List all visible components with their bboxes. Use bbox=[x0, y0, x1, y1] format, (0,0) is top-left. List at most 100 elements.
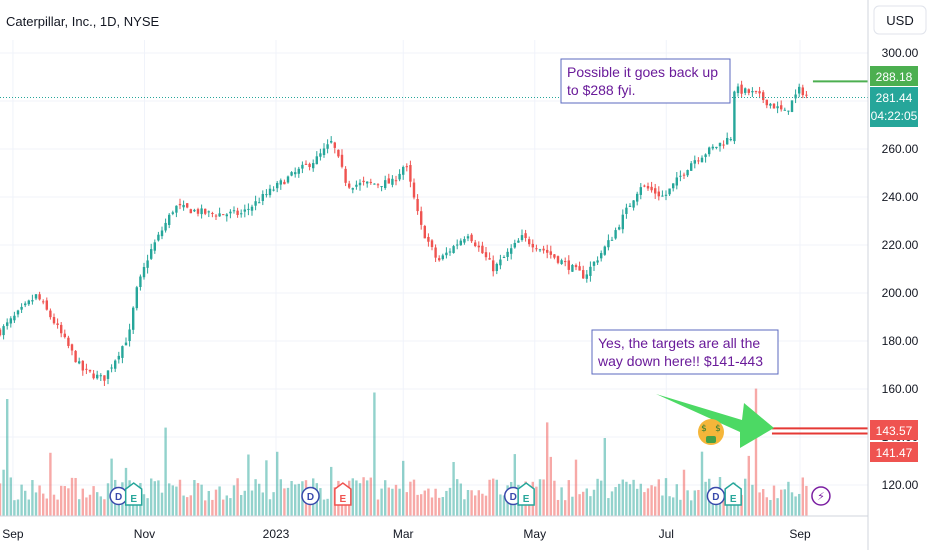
volume-bar bbox=[38, 485, 41, 516]
candle-body bbox=[603, 246, 606, 255]
candle-body bbox=[402, 166, 405, 175]
volume-bar bbox=[391, 488, 394, 516]
volume-bar bbox=[42, 493, 45, 516]
volume-bar bbox=[294, 484, 297, 516]
volume-bar bbox=[780, 489, 783, 516]
volume-bar bbox=[470, 490, 473, 516]
volume-bar bbox=[92, 486, 95, 516]
volume-bar bbox=[265, 460, 268, 516]
candle-body bbox=[132, 307, 135, 330]
volume-bar bbox=[657, 479, 660, 516]
volume-bar bbox=[193, 480, 196, 516]
volume-bar bbox=[477, 490, 480, 516]
candle-body bbox=[578, 266, 581, 271]
event-marker-earnings[interactable]: E bbox=[124, 482, 143, 506]
volume-bar bbox=[6, 399, 9, 516]
volume-bar bbox=[268, 499, 272, 516]
candle-body bbox=[697, 160, 700, 162]
candle-body bbox=[751, 91, 754, 93]
currency-button[interactable]: USD bbox=[873, 5, 927, 35]
volume-bar bbox=[646, 488, 650, 516]
candle-body bbox=[510, 248, 513, 254]
annotation-note[interactable]: Yes, the targets are all the way down her… bbox=[591, 329, 779, 375]
candle-body bbox=[621, 214, 624, 230]
candle-body bbox=[96, 374, 99, 379]
event-label: E bbox=[730, 494, 737, 505]
volume-bar bbox=[625, 481, 628, 516]
candle-body bbox=[794, 94, 797, 99]
candle-body bbox=[628, 205, 632, 207]
candle-body bbox=[67, 337, 70, 346]
volume-bar bbox=[222, 499, 225, 516]
candle-body bbox=[790, 100, 794, 112]
price-badge-bg bbox=[870, 66, 918, 86]
volume-bar bbox=[412, 479, 416, 516]
volume-bar bbox=[481, 493, 484, 516]
candle-body bbox=[654, 188, 657, 194]
candle-body bbox=[618, 227, 621, 230]
volume-bar bbox=[751, 484, 754, 516]
event-markers[interactable]: D E D E D E D E ⚡ bbox=[109, 482, 831, 506]
candle-body bbox=[362, 180, 365, 183]
event-marker-dividend[interactable]: D bbox=[706, 486, 726, 506]
volume-bar bbox=[0, 483, 2, 516]
candle-body bbox=[499, 259, 502, 266]
event-marker-dividend[interactable]: D bbox=[109, 486, 128, 506]
event-marker-earnings[interactable]: E bbox=[334, 482, 352, 506]
event-marker-dividend[interactable]: D bbox=[301, 486, 320, 506]
volume-bar bbox=[535, 486, 538, 516]
volume-bar bbox=[286, 487, 290, 516]
candle-body bbox=[322, 148, 326, 156]
volume-bar bbox=[60, 485, 63, 516]
candle-body bbox=[171, 212, 174, 214]
candle-body bbox=[268, 188, 272, 196]
candle-body bbox=[78, 361, 81, 364]
annotation-note[interactable]: Possible it goes back up to $288 fyi. bbox=[560, 58, 731, 104]
volume-bar bbox=[805, 485, 808, 516]
candle-body bbox=[114, 360, 117, 369]
volume-bar bbox=[157, 480, 160, 516]
volume-bar bbox=[31, 480, 34, 516]
y-tick-label: 220.00 bbox=[882, 238, 919, 252]
volume-bar bbox=[146, 498, 149, 516]
volume-bar bbox=[20, 484, 23, 516]
volume-bar bbox=[110, 458, 113, 516]
volume-bar bbox=[495, 479, 498, 516]
volume-bar bbox=[9, 477, 12, 516]
event-marker-news[interactable]: ⚡ bbox=[811, 486, 831, 506]
volume-bar bbox=[398, 488, 401, 516]
volume-bar bbox=[196, 483, 200, 516]
volume-bar bbox=[686, 490, 689, 516]
volume-bar bbox=[240, 494, 243, 516]
volume-bar bbox=[351, 478, 354, 516]
candle-body bbox=[456, 244, 459, 246]
event-marker-earnings[interactable]: E bbox=[517, 482, 535, 506]
volume-bar bbox=[711, 495, 714, 516]
candle-body bbox=[232, 210, 236, 212]
volume-bar bbox=[448, 487, 452, 516]
volume-bar bbox=[546, 422, 549, 516]
volume-bar bbox=[427, 488, 430, 516]
candle-body bbox=[344, 168, 347, 183]
volume-bar bbox=[16, 499, 20, 516]
candle-body bbox=[758, 91, 761, 94]
volume-bar bbox=[654, 486, 657, 516]
event-label: D bbox=[712, 492, 719, 503]
volume-bar bbox=[96, 492, 99, 516]
candle-body bbox=[24, 303, 27, 306]
event-marker-earnings[interactable]: E bbox=[724, 482, 742, 506]
candle-body bbox=[243, 209, 246, 212]
x-tick-label: Mar bbox=[393, 527, 414, 541]
volume-bar bbox=[679, 499, 682, 516]
candle-body bbox=[9, 318, 12, 324]
candle-body bbox=[686, 170, 689, 176]
volume-bar bbox=[67, 488, 70, 516]
volume-bar bbox=[416, 494, 419, 516]
x-tick-label: May bbox=[523, 527, 546, 541]
volume-bar bbox=[484, 495, 488, 516]
candle-body bbox=[315, 156, 318, 165]
candle-body bbox=[445, 252, 448, 256]
price-badge-bg bbox=[870, 87, 918, 127]
candle-body bbox=[448, 251, 452, 253]
